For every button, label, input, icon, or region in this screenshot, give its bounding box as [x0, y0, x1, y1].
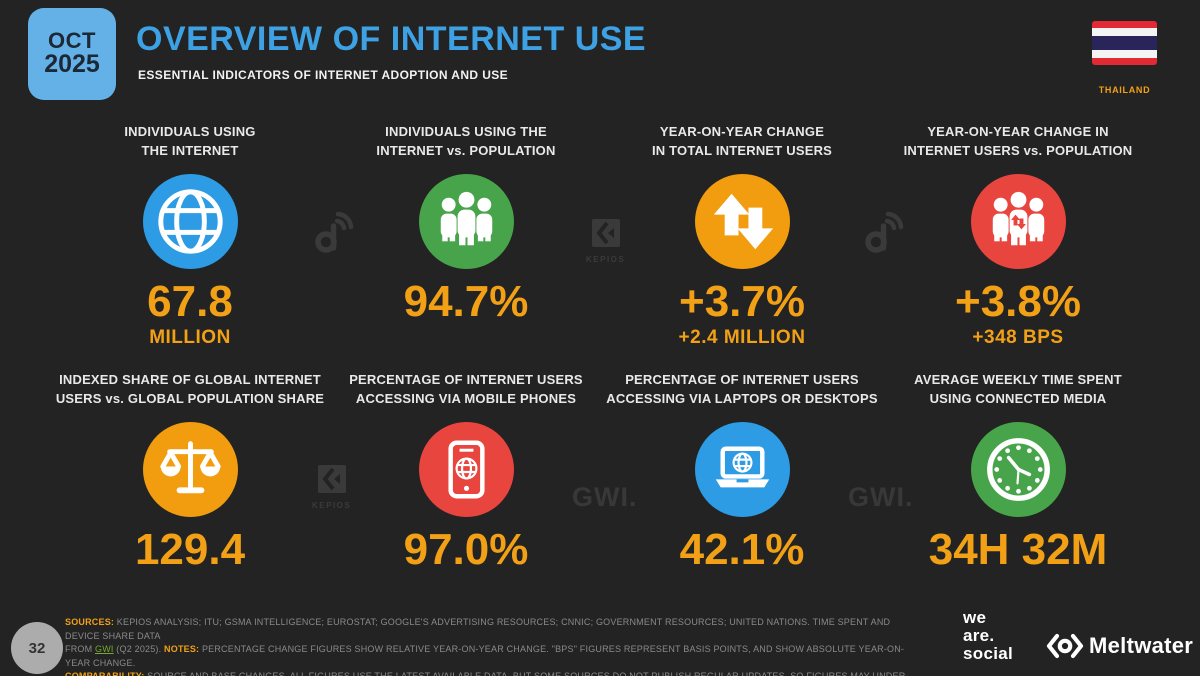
kepios-watermark-icon: KEPIOS: [586, 218, 625, 264]
stat-card-laptop-access: PERCENTAGE OF INTERNET USERS ACCESSING V…: [602, 370, 882, 575]
stat-label: YEAR-ON-YEAR CHANGE IN TOTAL INTERNET US…: [651, 124, 833, 158]
stat-card-internet-users: INDIVIDUALS USING THE INTERNET 67.8 MILL…: [50, 122, 330, 348]
datareportal-watermark-icon: [308, 211, 356, 265]
stat-value: +3.7%: [679, 277, 805, 326]
stat-value: 34H 32M: [928, 525, 1108, 574]
we-are-social-logo: we are. social: [963, 609, 1013, 663]
meltwater-logo-icon: [1046, 633, 1084, 659]
stat-value: 94.7%: [403, 277, 529, 326]
laptop-icon: [694, 422, 790, 517]
mobile-phone-icon: [418, 422, 514, 517]
kepios-watermark-label: KEPIOS: [312, 501, 352, 510]
stat-label: INDEXED SHARE OF GLOBAL INTERNET USERS v…: [55, 372, 325, 406]
stat-label: PERCENTAGE OF INTERNET USERS ACCESSING V…: [606, 372, 878, 406]
we-are-social-logo-line: social: [963, 644, 1013, 663]
footnotes: SOURCES: KEPIOS ANALYSIS; ITU; GSMA INTE…: [65, 616, 915, 676]
stat-value: 42.1%: [679, 525, 805, 574]
footnote-line: COMPARABILITY: SOURCE AND BASE CHANGES. …: [65, 671, 909, 676]
datareportal-watermark-icon: [858, 211, 906, 265]
date-badge-month: OCT: [48, 28, 96, 54]
people-icon: [418, 174, 514, 269]
stat-label: AVERAGE WEEKLY TIME SPENT USING CONNECTE…: [914, 372, 1122, 406]
stat-card-indexed-share: INDEXED SHARE OF GLOBAL INTERNET USERS v…: [50, 370, 330, 575]
stat-value: 129.4: [134, 525, 246, 574]
stat-card-mobile-access: PERCENTAGE OF INTERNET USERS ACCESSING V…: [326, 370, 606, 575]
page-number-badge: 32: [11, 622, 63, 674]
kepios-watermark-label: KEPIOS: [586, 255, 626, 264]
date-badge-year: 2025: [44, 50, 100, 79]
stat-card-yoy-change-users: YEAR-ON-YEAR CHANGE IN TOTAL INTERNET US…: [602, 122, 882, 348]
stat-label: PERCENTAGE OF INTERNET USERS ACCESSING V…: [349, 372, 583, 406]
page-subtitle: ESSENTIAL INDICATORS OF INTERNET ADOPTIO…: [138, 68, 509, 82]
footnote-line: SOURCES: KEPIOS ANALYSIS; ITU; GSMA INTE…: [65, 617, 891, 641]
footnote-line: FROM GWI (Q2 2025). NOTES: PERCENTAGE CH…: [65, 644, 905, 668]
stat-label: INDIVIDUALS USING THE INTERNET: [124, 124, 256, 158]
balance-scale-icon: [142, 422, 238, 517]
globe-icon: [142, 174, 238, 269]
stat-card-weekly-time: AVERAGE WEEKLY TIME SPENT USING CONNECTE…: [878, 370, 1158, 575]
we-are-social-logo-line: we: [963, 608, 987, 627]
page-title: OVERVIEW OF INTERNET USE: [136, 20, 647, 58]
stat-value: +3.8%: [955, 277, 1081, 326]
stat-card-internet-vs-population: INDIVIDUALS USING THE INTERNET vs. POPUL…: [326, 122, 606, 327]
we-are-social-logo-line: are.: [963, 626, 995, 645]
stat-subvalue: +348 BPS: [972, 327, 1064, 348]
up-down-arrows-icon: [694, 174, 790, 269]
meltwater-logo: Meltwater: [1046, 633, 1193, 659]
stat-label: INDIVIDUALS USING THE INTERNET vs. POPUL…: [376, 124, 556, 158]
people-change-icon: [970, 174, 1066, 269]
meltwater-logo-text: Meltwater: [1089, 633, 1194, 658]
stat-value: 97.0%: [403, 525, 529, 574]
thailand-flag-icon: [1092, 21, 1157, 65]
gwi-watermark: GWI.: [848, 482, 914, 512]
stat-label: YEAR-ON-YEAR CHANGE IN INTERNET USERS vs…: [903, 124, 1133, 158]
stat-card-yoy-change-vs-population: YEAR-ON-YEAR CHANGE IN INTERNET USERS vs…: [878, 122, 1158, 348]
stat-subvalue: MILLION: [149, 327, 231, 348]
country-label: THAILAND: [1098, 85, 1151, 95]
page-number: 32: [28, 639, 46, 657]
stat-value: 67.8: [147, 277, 233, 326]
kepios-watermark-icon: KEPIOS: [312, 464, 351, 510]
date-badge: OCT 2025: [28, 8, 116, 100]
gwi-watermark: GWI.: [572, 482, 638, 512]
stat-subvalue: +2.4 MILLION: [678, 327, 806, 348]
clock-icon: [970, 422, 1066, 517]
